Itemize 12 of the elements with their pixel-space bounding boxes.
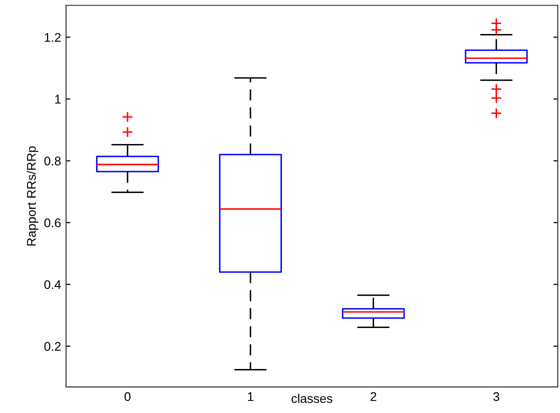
y-tick-label: 1	[55, 94, 61, 104]
y-tick-label: 0.4	[44, 280, 61, 290]
x-tick-label: 1	[248, 392, 254, 401]
y-tick-label: 0.6	[44, 218, 61, 228]
y-tick-label: 0.2	[44, 342, 61, 351]
x-tick-label: 0	[124, 392, 131, 402]
y-tick-label: 1.2	[44, 32, 61, 42]
x-tick-label: 3	[493, 392, 500, 402]
y-tick-label: 0.8	[44, 156, 61, 166]
x-axis-title: classes	[292, 394, 332, 403]
x-tick-label: 2	[370, 392, 376, 401]
y-axis-title: Rapport RRs/RRp	[26, 146, 38, 246]
